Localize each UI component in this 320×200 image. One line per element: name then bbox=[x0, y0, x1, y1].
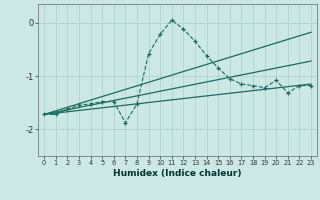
X-axis label: Humidex (Indice chaleur): Humidex (Indice chaleur) bbox=[113, 169, 242, 178]
